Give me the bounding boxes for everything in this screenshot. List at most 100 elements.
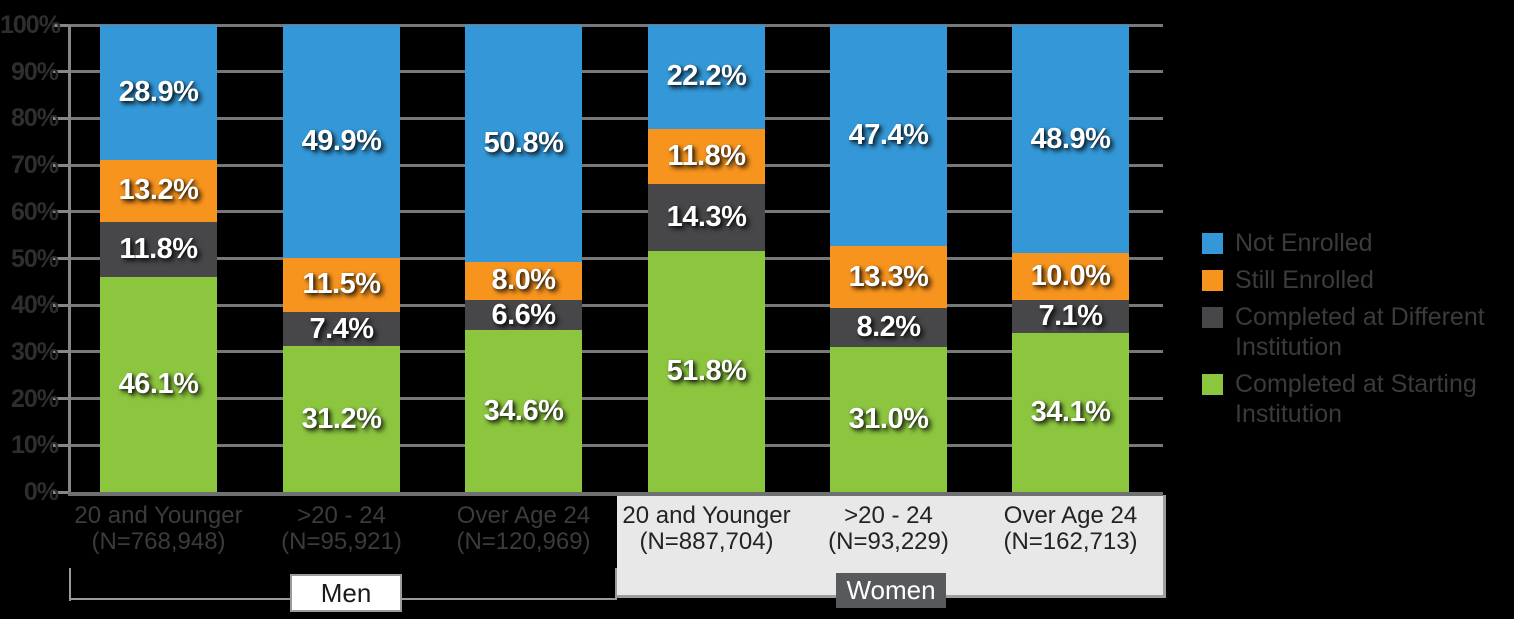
y-axis-tick (53, 490, 68, 494)
x-category-name: 20 and Younger (622, 502, 791, 529)
men-group-label: Men (320, 577, 372, 608)
bar-value-label: 8.2% (856, 311, 921, 344)
bar-segment: 34.1% (1012, 333, 1129, 492)
x-category-label: Over Age 24 (N=162,713) (976, 503, 1166, 555)
bar-value-label: 11.8% (119, 232, 198, 265)
men-bracket-line-left (69, 598, 290, 600)
x-category-name: >20 - 24 (297, 502, 386, 529)
bar-segment: 10.0% (1012, 253, 1129, 301)
legend-swatch (1202, 307, 1223, 328)
grid-line (68, 257, 1163, 260)
grid-line (68, 350, 1163, 354)
bar-segment: 7.1% (1012, 300, 1129, 334)
bar-value-label: 13.3% (848, 260, 929, 293)
y-axis-tick (53, 70, 68, 74)
legend-item: Completed at Different Institution (1202, 302, 1514, 362)
legend-label: Completed at Starting Institution (1235, 370, 1477, 428)
y-tick-label: 50% (10, 244, 59, 273)
bar-value-label: 10.0% (1030, 260, 1111, 293)
x-category-n: (N=162,713) (1003, 528, 1138, 555)
bar-value-label: 50.8% (483, 127, 564, 160)
y-axis-tick (53, 443, 68, 447)
bar-segment: 6.6% (465, 298, 582, 331)
y-axis-tick (53, 163, 68, 167)
bar: 22.2% 11.8% 14.3% 51.8% (648, 25, 765, 492)
bar-value-label: 13.2% (118, 174, 199, 207)
bar-value-label: 34.1% (1030, 396, 1111, 429)
x-category-n: (N=95,921) (281, 528, 402, 555)
y-tick-label: 0% (23, 478, 59, 506)
x-category-name: Over Age 24 (1003, 502, 1138, 529)
bar-segment: 7.4% (283, 311, 400, 347)
bar-value-label: 22.2% (666, 60, 747, 93)
bar-segment: 8.0% (465, 262, 582, 300)
x-category-label: 20 and Younger (N=887,704) (612, 503, 802, 555)
bar: 47.4% 13.3% 8.2% 31.0% (830, 25, 947, 492)
x-category-name: 20 and Younger (74, 502, 243, 529)
x-category-name: >20 - 24 (844, 502, 933, 529)
bar-segment: 8.2% (830, 308, 947, 347)
men-group-label-box: Men (290, 574, 402, 612)
men-bracket-left-riser (69, 568, 71, 601)
y-tick-label: 10% (10, 431, 59, 460)
legend-label: Completed at Different Institution (1235, 303, 1485, 361)
bar-value-label: 7.4% (309, 312, 374, 345)
bar-value-label: 14.3% (666, 200, 747, 233)
y-tick-label: 90% (10, 57, 59, 86)
y-axis-tick (53, 210, 68, 214)
bar-segment: 11.5% (283, 258, 400, 312)
bar: 48.9% 10.0% 7.1% 34.1% (1012, 25, 1129, 492)
x-category-label: >20 - 24 (N=95,921) (247, 503, 437, 555)
legend-swatch (1202, 270, 1223, 291)
bar-segment: 31.2% (283, 346, 400, 492)
bar-segment: 13.2% (100, 159, 217, 222)
grid-line (68, 397, 1163, 401)
y-tick-label: 80% (10, 104, 59, 133)
legend-item: Still Enrolled (1202, 265, 1514, 295)
bar-segment: 49.9% (283, 25, 400, 259)
bar-segment: 50.8% (465, 25, 582, 263)
grid-line (68, 116, 1163, 120)
y-axis-tick (53, 350, 68, 354)
bar-segment: 31.0% (830, 346, 947, 492)
y-tick-label: 70% (10, 151, 59, 180)
y-tick-label: 100% (0, 11, 61, 39)
bar-value-label: 11.8% (667, 139, 746, 172)
bar-value-label: 34.6% (483, 394, 564, 427)
grid-line (68, 70, 1163, 74)
bar-segment: 34.6% (465, 330, 582, 492)
bar-value-label: 6.6% (491, 298, 556, 331)
bar-value-label: 47.4% (848, 119, 929, 152)
bar-segment: 28.9% (100, 25, 217, 160)
bar-segment: 47.4% (830, 25, 947, 247)
x-category-label: 20 and Younger (N=768,948) (64, 503, 254, 555)
bar-value-label: 31.0% (848, 402, 929, 435)
grid-line (68, 303, 1163, 307)
bar-value-label: 48.9% (1030, 122, 1111, 155)
bar-value-label: 49.9% (301, 125, 382, 158)
legend: Not Enrolled Still Enrolled Completed at D… (1202, 228, 1514, 436)
x-category-n: (N=768,948) (91, 528, 226, 555)
bar-segment: 48.9% (1012, 25, 1129, 254)
women-group-label: Women (846, 575, 936, 605)
x-axis-line (68, 492, 1163, 496)
legend-item: Completed at Starting Institution (1202, 369, 1514, 429)
bar-value-label: 51.8% (666, 354, 747, 387)
grid-line (68, 210, 1163, 214)
bar-value-label: 11.5% (302, 268, 381, 301)
y-axis-tick (53, 303, 68, 307)
y-axis-tick (53, 397, 68, 401)
bar-value-label: 28.9% (118, 75, 199, 108)
x-category-label: Over Age 24 (N=120,969) (429, 503, 619, 555)
x-category-n: (N=120,969) (456, 528, 591, 555)
y-tick-label: 60% (10, 197, 59, 226)
y-axis-line (68, 25, 71, 496)
bar-segment: 51.8% (648, 250, 765, 492)
legend-swatch (1202, 374, 1223, 395)
bar-value-label: 7.1% (1038, 300, 1103, 333)
bar-segment: 11.8% (648, 128, 765, 184)
x-category-name: Over Age 24 (456, 502, 591, 529)
x-category-n: (N=93,229) (828, 528, 949, 555)
y-axis-tick (53, 23, 68, 27)
x-category-n: (N=887,704) (639, 528, 774, 555)
